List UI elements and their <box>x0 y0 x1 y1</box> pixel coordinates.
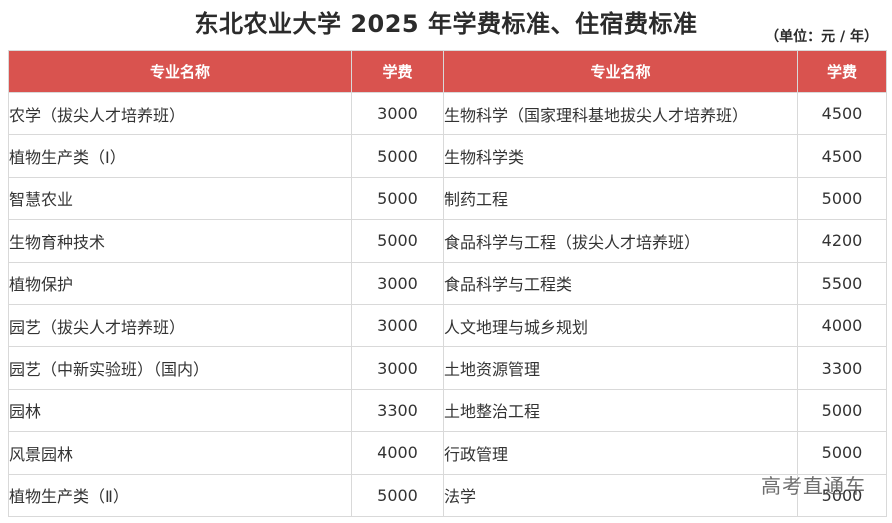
major-name-left: 植物生产类（Ⅱ） <box>8 473 352 517</box>
tuition-fee-left: 5000 <box>351 473 444 517</box>
tuition-fee-left: 3000 <box>351 346 444 390</box>
table-row: 植物生产类（Ⅱ） 5000 法学 5000 <box>8 473 887 517</box>
major-name-left: 农学（拔尖人才培养班） <box>8 91 352 136</box>
header-fee-right: 学费 <box>797 50 887 93</box>
tuition-fee-right: 5000 <box>797 473 887 517</box>
major-name-left: 生物育种技术 <box>8 219 352 263</box>
tuition-fee-right: 5000 <box>797 388 887 433</box>
tuition-fee-right: 5000 <box>797 431 887 475</box>
major-name-right: 生物科学类 <box>443 134 798 178</box>
major-name-right: 食品科学与工程（拔尖人才培养班） <box>443 219 798 263</box>
page-title: 东北农业大学 2025 年学费标准、住宿费标准 <box>194 10 698 38</box>
table-row: 风景园林 4000 行政管理 5000 <box>8 431 887 475</box>
tuition-fee-right: 4000 <box>797 303 887 348</box>
tuition-fee-right: 4200 <box>797 219 887 263</box>
major-name-left: 园艺（中新实验班）（国内） <box>8 346 352 390</box>
table-body: 农学（拔尖人才培养班） 3000 生物科学（国家理科基地拔尖人才培养班） 4500 植物… <box>8 91 887 517</box>
table-row: 植物保护 3000 食品科学与工程类 5500 <box>8 261 887 305</box>
major-name-left: 植物生产类（Ⅰ） <box>8 134 352 178</box>
major-name-right: 法学 <box>443 473 798 517</box>
major-name-left: 园林 <box>8 388 352 433</box>
major-name-left: 风景园林 <box>8 431 352 475</box>
tuition-fee-left: 5000 <box>351 134 444 178</box>
tuition-fee-left: 5000 <box>351 176 444 221</box>
tuition-fee-right: 5000 <box>797 176 887 221</box>
table-row: 园林 3300 土地整治工程 5000 <box>8 388 887 433</box>
table-row: 农学（拔尖人才培养班） 3000 生物科学（国家理科基地拔尖人才培养班） 4500 <box>8 91 887 136</box>
table-row: 园艺（拔尖人才培养班） 3000 人文地理与城乡规划 4000 <box>8 303 887 348</box>
table-row: 智慧农业 5000 制药工程 5000 <box>8 176 887 221</box>
major-name-right: 生物科学（国家理科基地拔尖人才培养班） <box>443 91 798 136</box>
tuition-fee-right: 5500 <box>797 261 887 305</box>
tuition-fee-left: 3000 <box>351 261 444 305</box>
major-name-right: 土地整治工程 <box>443 388 798 433</box>
tuition-fee-right: 4500 <box>797 91 887 136</box>
tuition-fee-right: 4500 <box>797 134 887 178</box>
watermark-text: 高考直通车 <box>761 474 866 498</box>
major-name-right: 人文地理与城乡规划 <box>443 303 798 348</box>
tuition-fee-left: 3000 <box>351 91 444 136</box>
tuition-fee-left: 3300 <box>351 388 444 433</box>
major-name-right: 行政管理 <box>443 431 798 475</box>
unit-note: （单位：元 / 年） <box>765 29 878 45</box>
table-row: 园艺（中新实验班）（国内） 3000 土地资源管理 3300 <box>8 346 887 390</box>
header-major-left: 专业名称 <box>8 50 352 93</box>
major-name-right: 食品科学与工程类 <box>443 261 798 305</box>
major-name-left: 植物保护 <box>8 261 352 305</box>
tuition-fee-right: 3300 <box>797 346 887 390</box>
tuition-fee-left: 5000 <box>351 219 444 263</box>
major-name-left: 园艺（拔尖人才培养班） <box>8 303 352 348</box>
table-row: 生物育种技术 5000 食品科学与工程（拔尖人才培养班） 4200 <box>8 219 887 263</box>
tuition-fee-left: 3000 <box>351 303 444 348</box>
major-name-right: 土地资源管理 <box>443 346 798 390</box>
table-header: 专业名称 学费 专业名称 学费 <box>8 50 887 93</box>
table-row: 植物生产类（Ⅰ） 5000 生物科学类 4500 <box>8 134 887 178</box>
fee-table: 专业名称 学费 专业名称 学费 农学（拔尖人才培养班） 3000 生物科学（国家理科… <box>8 50 887 517</box>
header-row: 专业名称 学费 专业名称 学费 <box>8 50 887 93</box>
major-name-right: 制药工程 <box>443 176 798 221</box>
major-name-left: 智慧农业 <box>8 176 352 221</box>
header-fee-left: 学费 <box>351 50 444 93</box>
tuition-fee-left: 4000 <box>351 431 444 475</box>
header-major-right: 专业名称 <box>443 50 798 93</box>
